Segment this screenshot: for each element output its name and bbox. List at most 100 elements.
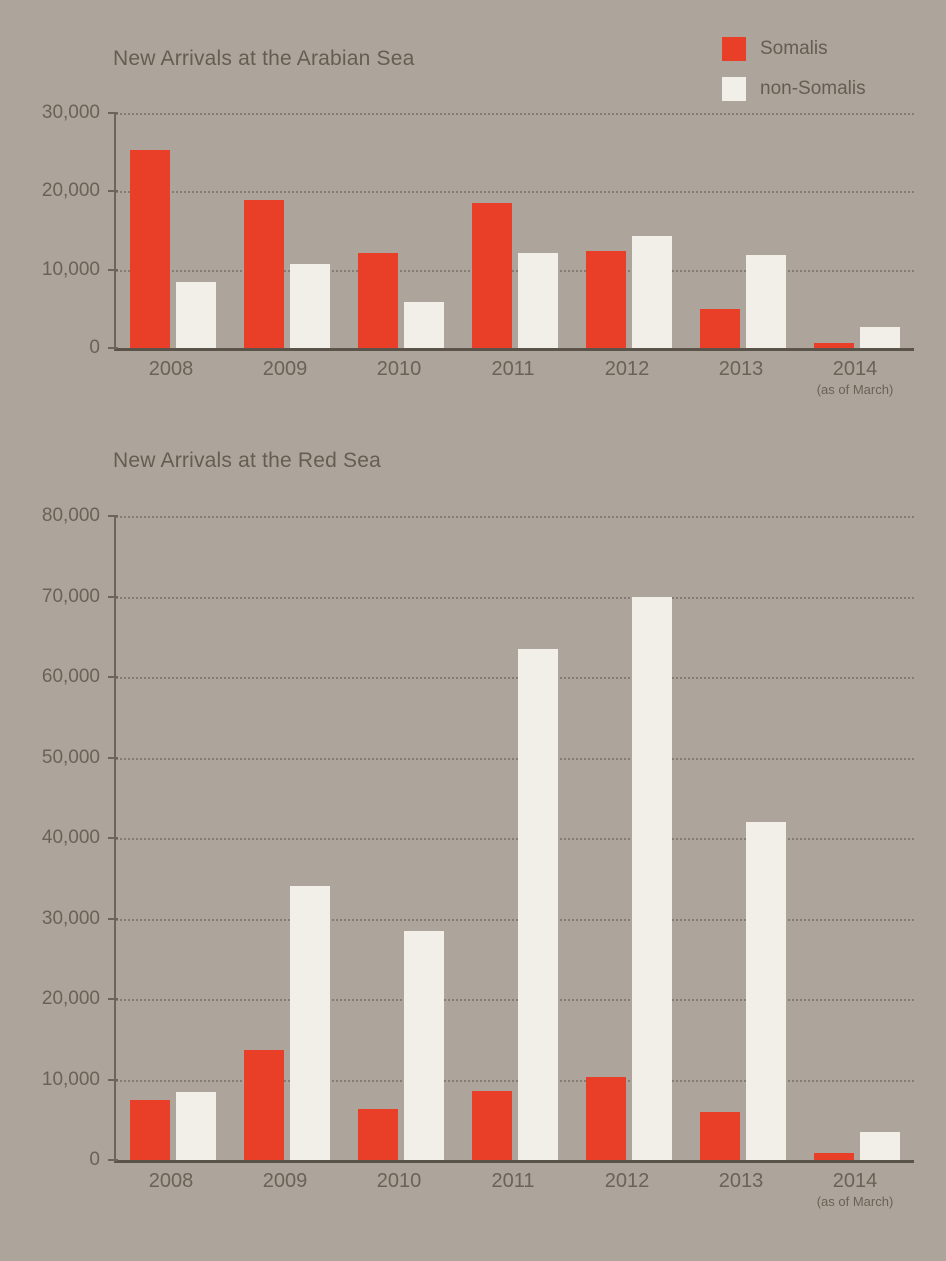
x-axis-label-cell-2014: 2014 (as of March) <box>798 358 912 397</box>
x-axis-label-cell-2014: 2014 (as of March) <box>798 1170 912 1209</box>
y-axis-label: 0 <box>89 1149 100 1170</box>
y-axis-label: 0 <box>89 337 100 358</box>
bar-non-somalis-2012 <box>632 596 672 1160</box>
x-axis-note-label: (as of March) <box>816 1194 894 1209</box>
bar-non-somalis-2011 <box>518 253 558 348</box>
x-axis-label-cell-2012: 2012 <box>570 1170 684 1209</box>
bar-non-somalis-2009 <box>290 264 330 348</box>
legend-swatch-non-somalis <box>722 77 746 101</box>
gridline-20000 <box>116 191 914 194</box>
x-axis-year-label: 2009 <box>262 358 308 380</box>
bar-group-2008 <box>116 516 230 1160</box>
red-sea-chart-title: New Arrivals at the Red Sea <box>113 449 382 472</box>
bar-group-2010 <box>344 113 458 348</box>
gridline-30000 <box>116 918 914 921</box>
bars-container <box>116 516 914 1160</box>
bar-group-2010 <box>344 516 458 1160</box>
x-axis-year-label: 2014 <box>832 358 878 380</box>
x-axis-label-cell-2013: 2013 <box>684 358 798 397</box>
y-axis-label: 30,000 <box>41 907 100 929</box>
bar-non-somalis-2009 <box>290 886 330 1160</box>
x-axis-year-label: 2012 <box>604 358 650 380</box>
legend-label: Somalis <box>760 38 828 59</box>
x-axis-label-cell-2011: 2011 <box>456 358 570 397</box>
bar-somalis-2013 <box>700 1111 740 1160</box>
x-axis-label-cell-2011: 2011 <box>456 1170 570 1209</box>
bar-somalis-2012 <box>586 1077 626 1160</box>
gridline-30000 <box>116 113 914 115</box>
red-sea-plot-area: 0 10,000 20,000 30,000 40,000 50,000 60,000 70,… <box>42 505 914 1170</box>
x-axis-label-cell-2010: 2010 <box>342 358 456 397</box>
y-axis-label: 60,000 <box>41 666 100 687</box>
y-axis-tick <box>108 756 118 759</box>
y-axis-tick <box>108 595 118 598</box>
bar-group-2011 <box>458 113 572 348</box>
y-axis-tick <box>108 112 118 114</box>
bar-somalis-2012 <box>586 250 626 348</box>
x-axis-year-label: 2009 <box>262 1170 308 1192</box>
x-axis-year-label: 2008 <box>148 1170 194 1192</box>
bar-group-2012 <box>572 113 686 348</box>
gridline-20000 <box>116 999 914 1001</box>
x-axis-note-label: (as of March) <box>816 382 894 397</box>
gridline-10000 <box>116 269 914 272</box>
bar-non-somalis-2013 <box>746 254 786 348</box>
bar-somalis-2011 <box>472 203 512 348</box>
y-axis-label: 50,000 <box>41 746 100 768</box>
bar-non-somalis-2012 <box>632 235 672 348</box>
y-axis-tick <box>108 1159 118 1161</box>
gridline-50000 <box>116 757 914 760</box>
chart-legend: Somalis non-Somalis <box>722 36 866 116</box>
y-axis-tick <box>108 515 118 517</box>
y-axis-label: 20,000 <box>41 180 100 202</box>
bar-group-2009 <box>230 113 344 348</box>
y-axis-tick <box>108 998 118 1000</box>
y-axis-tick <box>108 917 118 920</box>
x-axis-label-cell-2012: 2012 <box>570 358 684 397</box>
legend-label: non-Somalis <box>760 78 866 99</box>
bar-non-somalis-2008 <box>176 282 216 348</box>
gridline-80000 <box>116 516 914 518</box>
y-axis-label: 80,000 <box>41 505 100 526</box>
bar-somalis-2014 <box>814 1152 854 1160</box>
y-axis-tick <box>108 190 118 193</box>
y-axis-label: 30,000 <box>41 102 100 123</box>
x-axis-label-cell-2009: 2009 <box>228 1170 342 1209</box>
x-axis-year-label: 2011 <box>491 358 535 380</box>
y-axis-label: 10,000 <box>41 1068 100 1090</box>
bar-non-somalis-2010 <box>404 930 444 1160</box>
legend-item-non-somalis: non-Somalis <box>722 76 866 102</box>
x-axis-year-label: 2010 <box>376 358 422 380</box>
bar-somalis-2011 <box>472 1090 512 1160</box>
bar-somalis-2009 <box>244 199 284 348</box>
x-axis-year-label: 2011 <box>491 1170 535 1192</box>
bar-somalis-2009 <box>244 1049 284 1160</box>
x-axis-label-cell-2008: 2008 <box>114 1170 228 1209</box>
bar-somalis-2008 <box>130 149 170 348</box>
red-sea-x-axis-labels: 2008 2009 2010 2011 2012 2013 2014 (as of March… <box>114 1170 912 1209</box>
bar-somalis-2013 <box>700 308 740 348</box>
arabian-sea-chart-title: New Arrivals at the Arabian Sea <box>113 47 415 70</box>
bar-group-2013 <box>686 113 800 348</box>
x-axis-year-label: 2012 <box>604 1170 650 1192</box>
bar-non-somalis-2011 <box>518 648 558 1160</box>
bar-group-2014 <box>800 516 914 1160</box>
bar-group-2009 <box>230 516 344 1160</box>
bar-somalis-2014 <box>814 342 854 348</box>
legend-swatch-somalis <box>722 37 746 61</box>
y-axis-tick <box>108 347 118 349</box>
y-axis-tick <box>108 268 118 271</box>
gridline-10000 <box>116 1079 914 1082</box>
gridline-60000 <box>116 677 914 679</box>
bar-group-2012 <box>572 516 686 1160</box>
bar-group-2014 <box>800 113 914 348</box>
y-axis-tick <box>108 676 118 678</box>
x-axis-label-cell-2010: 2010 <box>342 1170 456 1209</box>
bar-non-somalis-2008 <box>176 1092 216 1160</box>
x-axis-year-label: 2013 <box>718 1170 764 1192</box>
bar-non-somalis-2010 <box>404 301 444 348</box>
y-axis-label: 70,000 <box>41 585 100 607</box>
bar-somalis-2010 <box>358 1109 398 1160</box>
x-axis-year-label: 2014 <box>832 1170 878 1192</box>
